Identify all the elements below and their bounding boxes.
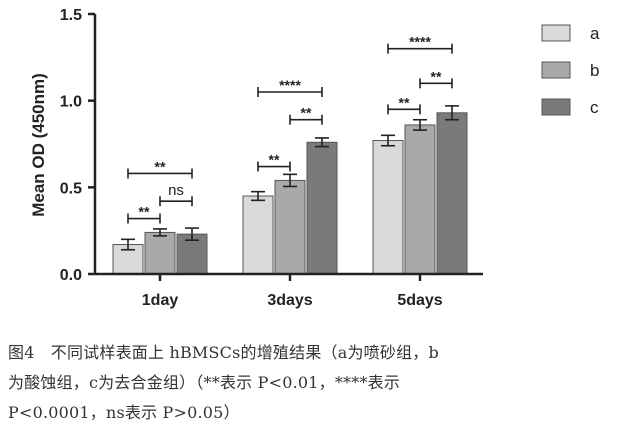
significance-label: ** bbox=[269, 152, 280, 168]
x-tick-label: 1day bbox=[142, 292, 179, 309]
bar-a bbox=[242, 195, 274, 275]
significance-label: ** bbox=[301, 105, 312, 121]
legend-label: a bbox=[590, 24, 600, 43]
y-tick-label: 1.0 bbox=[60, 94, 82, 111]
y-tick-label: 0.0 bbox=[60, 267, 82, 284]
bar-b bbox=[144, 231, 176, 275]
bar-c bbox=[306, 141, 338, 275]
significance-label: ns bbox=[168, 182, 184, 199]
figure-caption: 图4 不同试样表面上 hBMSCs的增殖结果（a为喷砂组，b 为酸蚀组，c为去合… bbox=[8, 338, 618, 428]
y-tick-label: 1.5 bbox=[60, 7, 82, 24]
caption-line: P<0.0001，ns表示 P>0.05） bbox=[8, 403, 240, 422]
bar-b bbox=[404, 124, 436, 275]
bar-b bbox=[274, 179, 306, 275]
significance-label: ** bbox=[399, 94, 410, 110]
bar-a bbox=[372, 140, 404, 275]
bar-c bbox=[436, 112, 468, 275]
bar-chart: Mean OD (450nm) 0.00.51.01.5 **ns** *****… bbox=[29, 7, 600, 309]
legend-label: c bbox=[590, 98, 599, 117]
legend: abc bbox=[541, 24, 600, 117]
significance-label: ** bbox=[155, 158, 166, 174]
significance-label: ** bbox=[431, 68, 442, 84]
y-axis-title: Mean OD (450nm) bbox=[29, 73, 48, 217]
x-tick-label: 5days bbox=[397, 292, 442, 309]
legend-label: b bbox=[590, 61, 599, 80]
legend-swatch-b bbox=[541, 61, 571, 79]
legend-swatch-a bbox=[541, 24, 571, 42]
y-tick-label: 0.5 bbox=[60, 180, 82, 197]
significance-label: **** bbox=[409, 34, 431, 50]
caption-line: 为酸蚀组，c为去合金组）（**表示 P<0.01，****表示 bbox=[8, 373, 401, 392]
caption-line: 图4 不同试样表面上 hBMSCs的增殖结果（a为喷砂组，b bbox=[8, 343, 439, 362]
legend-swatch-c bbox=[541, 98, 571, 116]
significance-label: **** bbox=[279, 77, 301, 93]
x-tick-label: 3days bbox=[267, 292, 312, 309]
significance-label: ** bbox=[139, 204, 150, 220]
